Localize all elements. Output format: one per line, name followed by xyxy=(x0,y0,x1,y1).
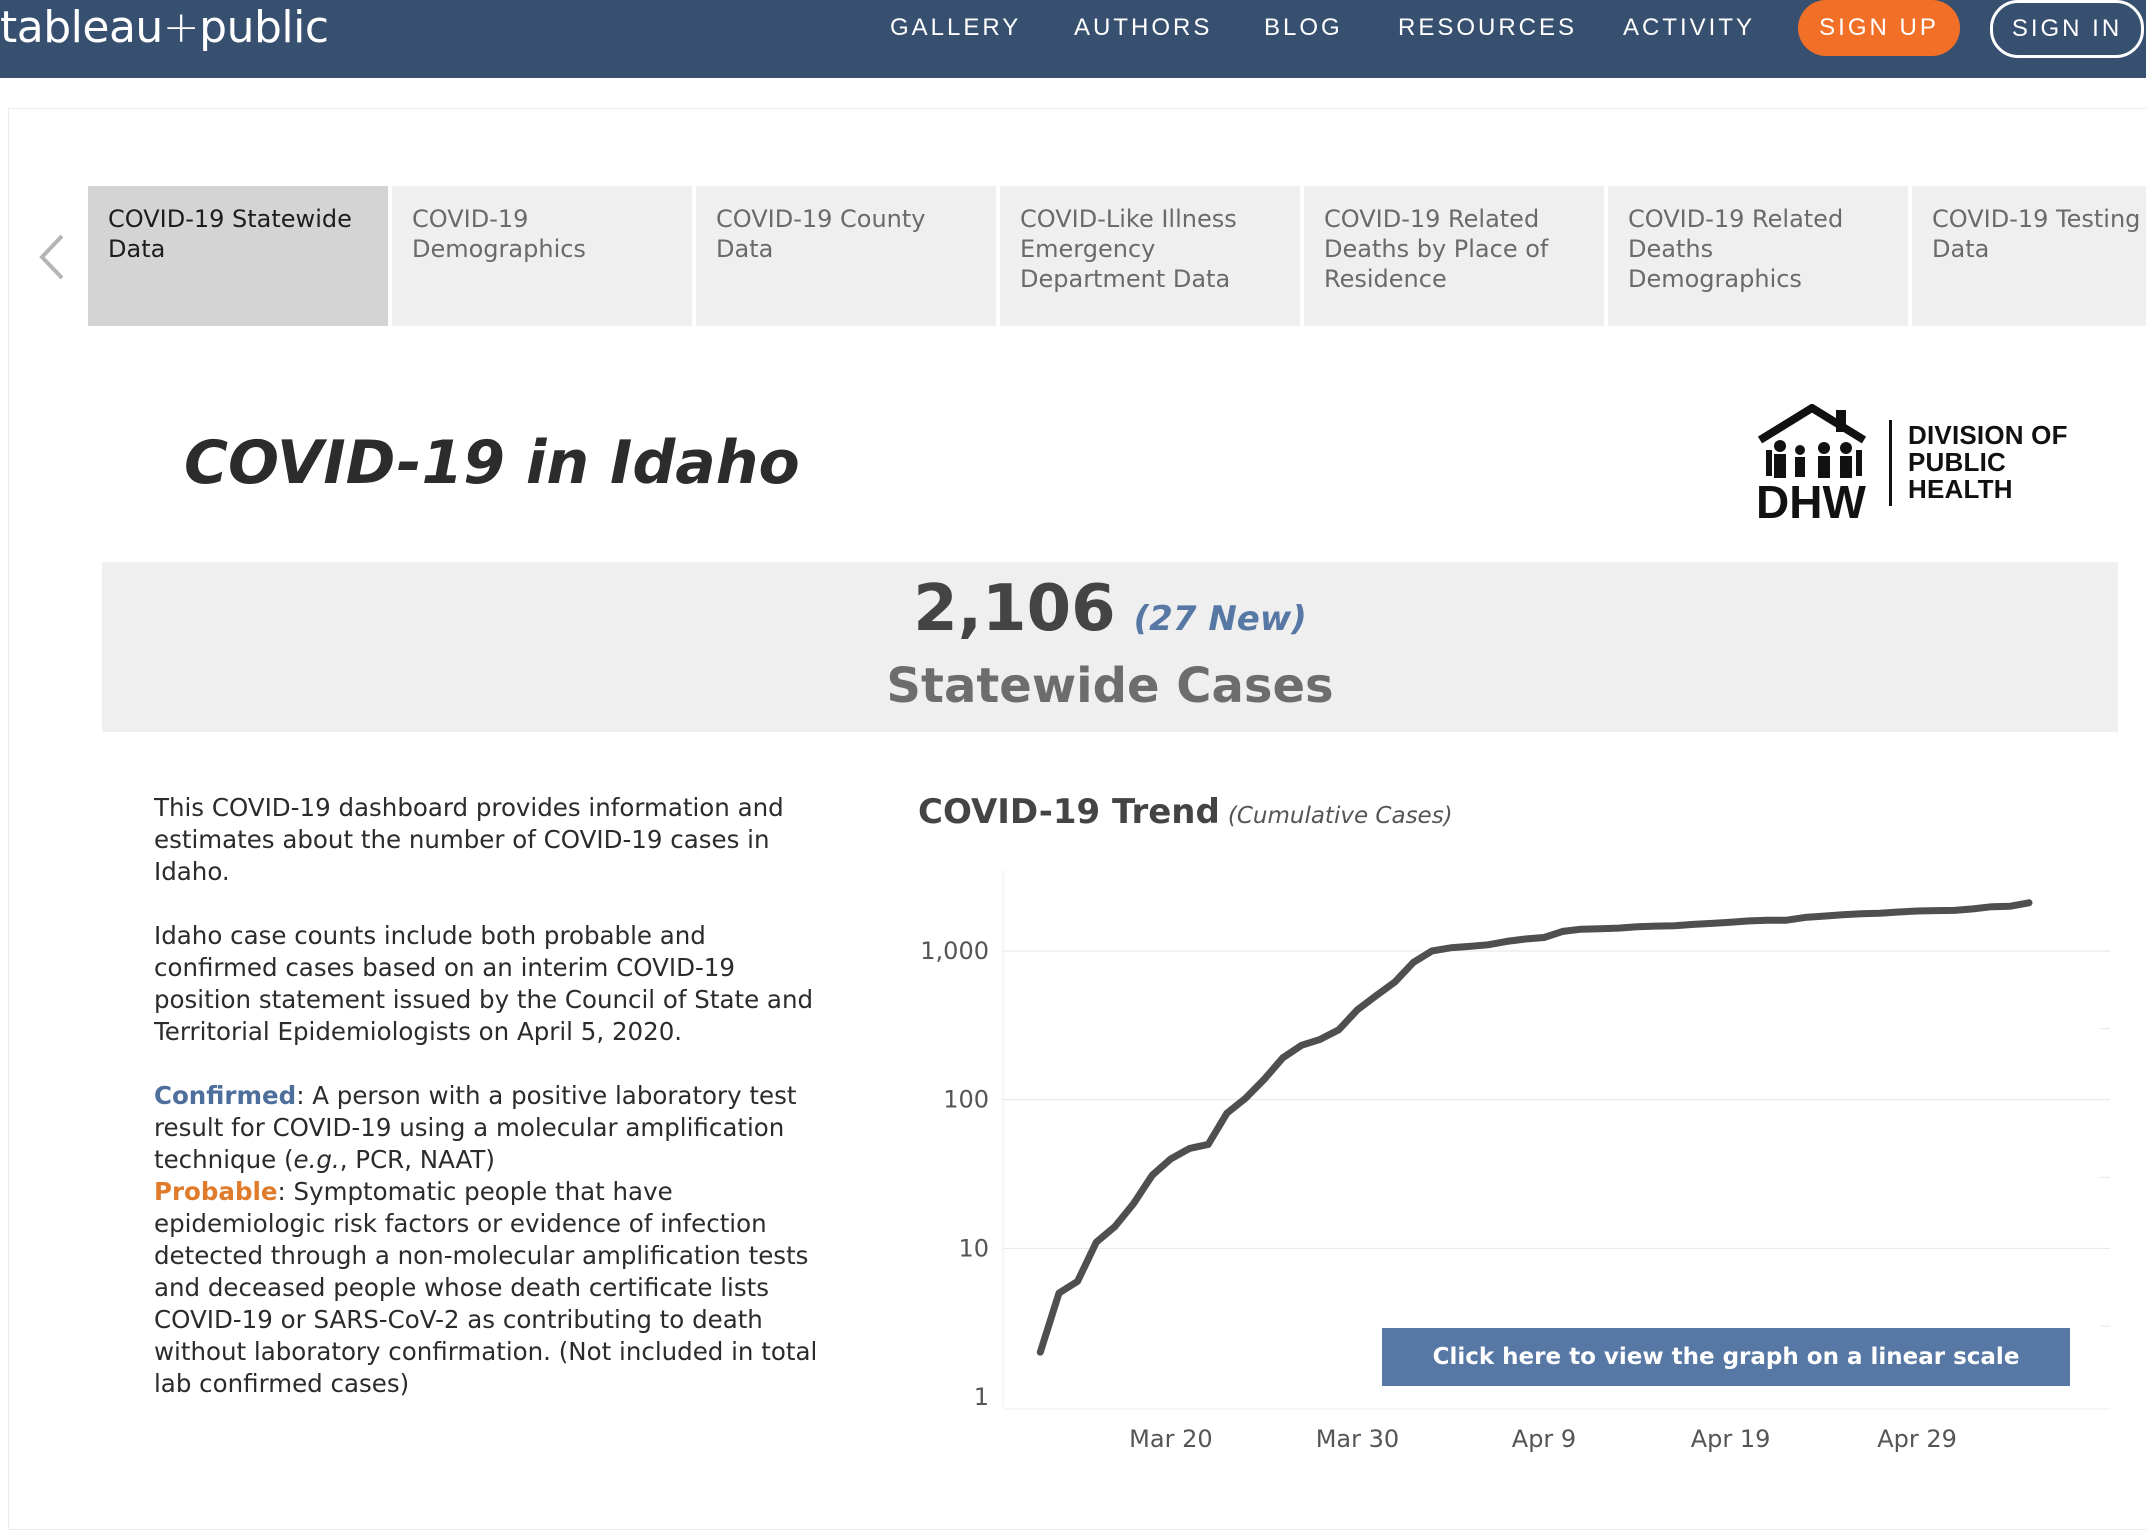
y-axis-ticks: 1 10 100 1,000 xyxy=(920,937,989,1411)
tab-label: COVID-19 Related Deaths Demographics xyxy=(1628,205,1844,293)
probable-term: Probable xyxy=(154,1177,278,1206)
viz-frame xyxy=(8,108,2146,1530)
chart-series xyxy=(1036,899,2033,1356)
tab-label: COVID-19 Demographics xyxy=(412,205,586,263)
total-case-count: 2,106 xyxy=(913,572,1116,646)
confirmed-text: : A person with a positive laboratory te… xyxy=(154,1081,797,1174)
logo-divider xyxy=(1889,420,1892,506)
tab-demographics[interactable]: COVID-19 Demographics xyxy=(392,186,692,326)
confirmed-definition: Confirmed: A person with a positive labo… xyxy=(154,1080,834,1176)
tab-label: COVID-Like Illness Emergency Department … xyxy=(1020,205,1237,293)
chart-title-main: COVID-19 Trend xyxy=(918,792,1220,832)
description-paragraph: This COVID-19 dashboard provides informa… xyxy=(154,793,784,886)
tab-county-data[interactable]: COVID-19 County Data xyxy=(696,186,996,326)
tab-covid-like-illness[interactable]: COVID-Like Illness Emergency Department … xyxy=(1000,186,1300,326)
dashboard-title: COVID-19 in Idaho xyxy=(184,428,800,498)
logo-line: PUBLIC xyxy=(1908,447,2006,477)
covid-trend-chart: 1 10 100 1,000 Mar 20 Mar 30 Apr 9 Apr 19 Apr 2… xyxy=(920,870,2110,1453)
tab-label: COVID-19 Testing Data xyxy=(1932,205,2141,263)
tab-testing-data[interactable]: COVID-19 Testing Data xyxy=(1912,186,2146,326)
linear-scale-button[interactable]: Click here to view the graph on a linear… xyxy=(1382,1328,2070,1386)
dhw-house-icon: DHW xyxy=(1756,404,1866,522)
new-case-count: (27 New) xyxy=(1133,599,1307,639)
nav-link-authors[interactable]: AUTHORS xyxy=(1074,14,1213,41)
dhw-division-name: DIVISION OF PUBLIC HEALTH xyxy=(1908,422,2092,503)
probable-text: : Symptomatic people that have epidemiol… xyxy=(154,1177,818,1398)
nav-link-blog[interactable]: BLOG xyxy=(1264,14,1343,41)
tableau-public-logo[interactable]: tableau+public xyxy=(0,0,329,56)
nav-link-gallery[interactable]: GALLERY xyxy=(890,14,1022,41)
sign-in-button[interactable]: SIGN IN xyxy=(1990,0,2144,58)
statewide-cases-label: Statewide Cases xyxy=(886,658,1334,714)
x-tick-label: Apr 9 xyxy=(1512,1425,1576,1453)
sign-up-button[interactable]: SIGN UP xyxy=(1798,0,1960,56)
y-tick-label: 1 xyxy=(974,1383,989,1411)
chart-title: COVID-19 Trend (Cumulative Cases) xyxy=(918,792,1453,832)
brand-text-right: public xyxy=(199,2,329,53)
y-tick-label: 10 xyxy=(958,1234,989,1262)
nav-link-activity[interactable]: ACTIVITY xyxy=(1623,14,1756,41)
x-tick-label: Mar 30 xyxy=(1316,1425,1399,1453)
confirmed-text-end: , PCR, NAAT) xyxy=(339,1145,495,1174)
confirmed-eg: e.g. xyxy=(293,1145,340,1174)
cumulative-cases-line xyxy=(1036,899,2033,1356)
nav-link-resources[interactable]: RESOURCES xyxy=(1398,14,1578,41)
y-tick-label: 1,000 xyxy=(920,937,989,965)
logo-line: HEALTH xyxy=(1908,474,2013,504)
tab-statewide-data[interactable]: COVID-19 Statewide Data xyxy=(88,186,388,326)
tab-label: COVID-19 Related Deaths by Place of Resi… xyxy=(1324,205,1549,293)
tab-label: COVID-19 County Data xyxy=(716,205,926,263)
statewide-cases-banner: 2,106 (27 New) Statewide Cases xyxy=(102,562,2118,732)
x-tick-label: Apr 29 xyxy=(1877,1425,1957,1453)
x-tick-label: Apr 19 xyxy=(1691,1425,1771,1453)
tab-deaths-demographics[interactable]: COVID-19 Related Deaths Demographics xyxy=(1608,186,1908,326)
confirmed-term: Confirmed xyxy=(154,1081,297,1110)
description-paragraph: Idaho case counts include both probable … xyxy=(154,921,814,1046)
logo-line: DIVISION OF xyxy=(1908,420,2068,450)
tab-label: COVID-19 Statewide Data xyxy=(108,205,352,263)
chart-gridlines xyxy=(1002,870,2110,1410)
dhw-mark-text: DHW xyxy=(1756,476,1866,522)
x-axis-ticks: Mar 20 Mar 30 Apr 9 Apr 19 Apr 29 xyxy=(1129,1425,1957,1453)
case-count-line: 2,106 (27 New) xyxy=(102,572,2118,646)
brand-sparkle-icon: + xyxy=(162,2,200,53)
probable-definition: Probable: Symptomatic people that have e… xyxy=(154,1176,834,1400)
chart-subtitle: (Cumulative Cases) xyxy=(1227,803,1453,829)
y-tick-label: 100 xyxy=(943,1086,989,1114)
chevron-left-icon[interactable] xyxy=(36,232,68,282)
brand-text-left: tableau xyxy=(0,2,163,53)
top-navigation-bar: tableau+public GALLERY AUTHORS BLOG RESO… xyxy=(0,0,2146,78)
x-tick-label: Mar 20 xyxy=(1129,1425,1212,1453)
dashboard-description: This COVID-19 dashboard provides informa… xyxy=(154,792,834,1400)
tab-deaths-by-residence[interactable]: COVID-19 Related Deaths by Place of Resi… xyxy=(1304,186,1604,326)
dhw-logo: DHW DIVISION OF PUBLIC HEALTH xyxy=(1756,404,2092,524)
